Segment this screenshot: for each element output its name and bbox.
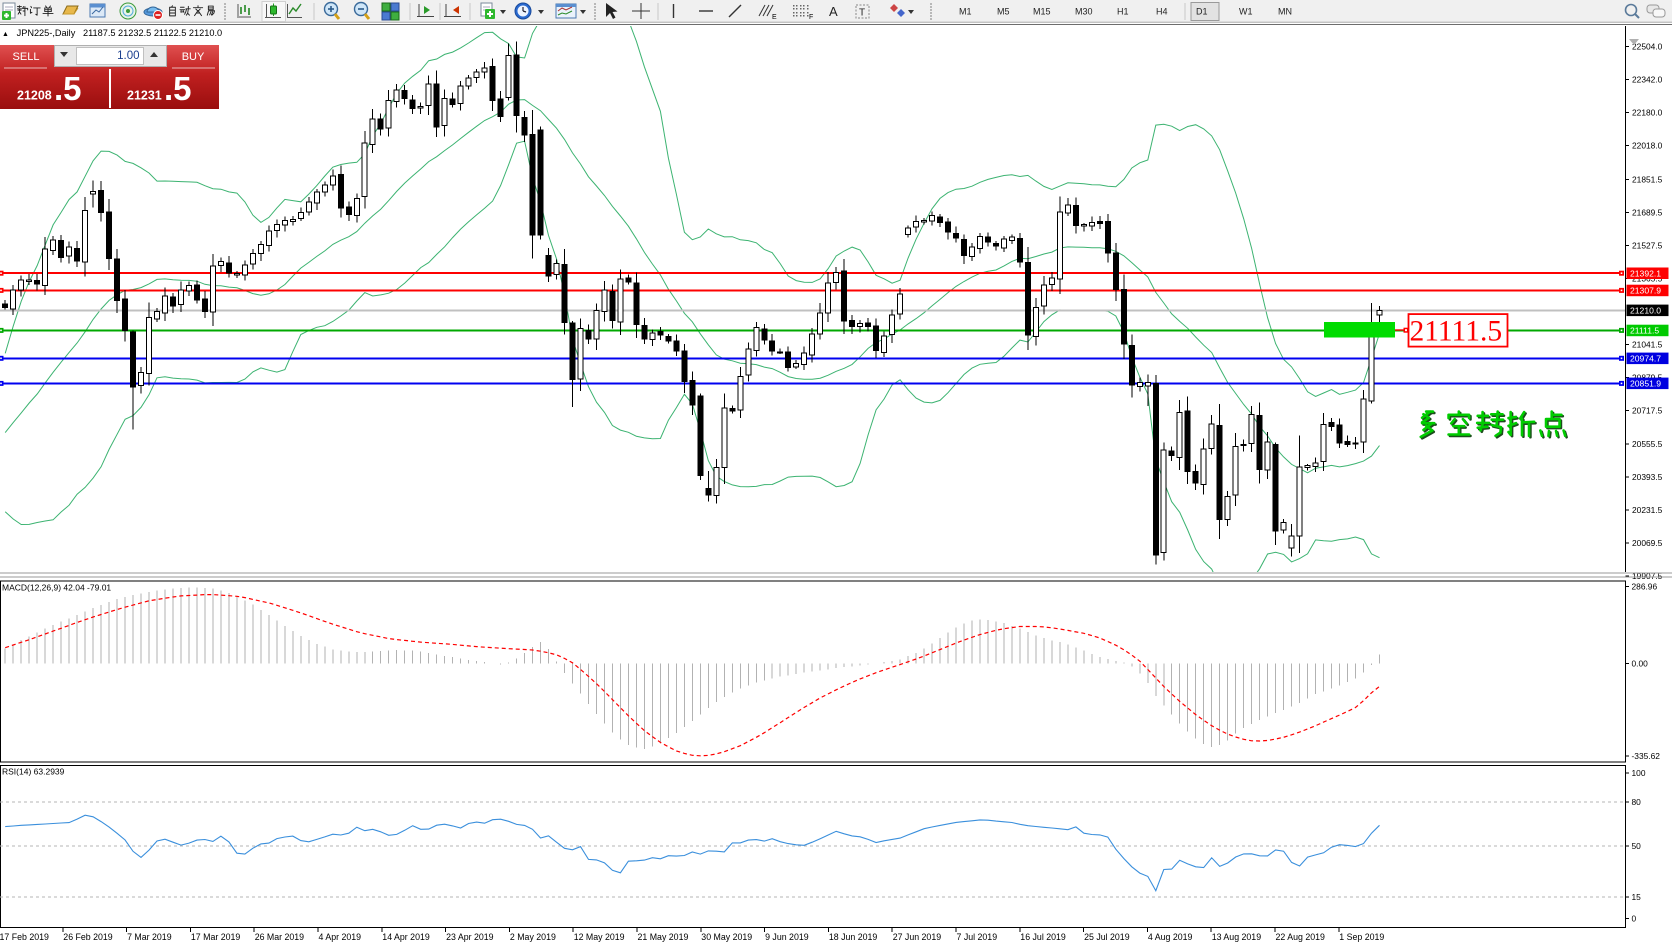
- svg-text:23 Apr 2019: 23 Apr 2019: [446, 932, 494, 942]
- svg-text:14 Apr 2019: 14 Apr 2019: [382, 932, 430, 942]
- svg-text:-335.62: -335.62: [1632, 751, 1661, 761]
- svg-text:9 Jun 2019: 9 Jun 2019: [765, 932, 809, 942]
- svg-text:16 Jul 2019: 16 Jul 2019: [1020, 932, 1066, 942]
- svg-text:0: 0: [1632, 914, 1637, 924]
- svg-text:2 May 2019: 2 May 2019: [510, 932, 556, 942]
- svg-text:13 Aug 2019: 13 Aug 2019: [1212, 932, 1262, 942]
- svg-text:30 May 2019: 30 May 2019: [701, 932, 752, 942]
- svg-text:20069.5: 20069.5: [1632, 538, 1663, 548]
- svg-text:21392.1: 21392.1: [1630, 268, 1661, 278]
- svg-text:100: 100: [1632, 768, 1646, 778]
- svg-text:18 Jun 2019: 18 Jun 2019: [829, 932, 878, 942]
- svg-text:21 May 2019: 21 May 2019: [638, 932, 689, 942]
- svg-text:MACD(12,26,9) 42.04 -79.01: MACD(12,26,9) 42.04 -79.01: [2, 583, 111, 593]
- svg-text:80: 80: [1632, 797, 1642, 807]
- svg-text:26 Mar 2019: 26 Mar 2019: [255, 932, 304, 942]
- svg-text:20393.5: 20393.5: [1632, 472, 1663, 482]
- svg-text:M15: M15: [1033, 7, 1051, 17]
- svg-text:19907.5: 19907.5: [1632, 571, 1663, 581]
- svg-text:15: 15: [1632, 892, 1642, 902]
- svg-text:21307.9: 21307.9: [1630, 286, 1661, 296]
- svg-text:.5: .5: [54, 70, 82, 107]
- svg-text:22 Aug 2019: 22 Aug 2019: [1276, 932, 1326, 942]
- svg-text:4 Apr 2019: 4 Apr 2019: [319, 932, 362, 942]
- svg-text:21231: 21231: [127, 89, 162, 103]
- svg-text:21851.5: 21851.5: [1632, 175, 1663, 185]
- svg-text:22504.0: 22504.0: [1632, 42, 1663, 52]
- svg-text:F: F: [809, 14, 813, 21]
- svg-text:M1: M1: [959, 7, 972, 17]
- svg-text:22342.0: 22342.0: [1632, 75, 1663, 85]
- svg-text:27 Jun 2019: 27 Jun 2019: [893, 932, 942, 942]
- svg-text:20231.5: 20231.5: [1632, 505, 1663, 515]
- svg-text:D1: D1: [1196, 7, 1208, 17]
- svg-text:25 Jul 2019: 25 Jul 2019: [1084, 932, 1130, 942]
- svg-text:W1: W1: [1239, 7, 1253, 17]
- svg-text:21210.0: 21210.0: [1630, 306, 1661, 316]
- svg-text:20555.5: 20555.5: [1632, 439, 1663, 449]
- svg-text:BUY: BUY: [182, 51, 205, 63]
- svg-text:20851.9: 20851.9: [1630, 379, 1661, 389]
- svg-text:0.00: 0.00: [1632, 659, 1649, 669]
- svg-text:21111.5: 21111.5: [1410, 316, 1503, 348]
- svg-text:22180.0: 22180.0: [1632, 108, 1663, 118]
- svg-text:1 Sep 2019: 1 Sep 2019: [1339, 932, 1384, 942]
- svg-text:22018.0: 22018.0: [1632, 141, 1663, 151]
- svg-text:20974.7: 20974.7: [1630, 354, 1661, 364]
- svg-text:21111.5: 21111.5: [1630, 326, 1659, 336]
- svg-text:21208: 21208: [17, 89, 52, 103]
- svg-text:21689.5: 21689.5: [1632, 208, 1663, 218]
- svg-text:50: 50: [1632, 841, 1642, 851]
- svg-text:17 Feb 2019: 17 Feb 2019: [0, 932, 49, 942]
- svg-text:17 Mar 2019: 17 Mar 2019: [191, 932, 240, 942]
- svg-text:.5: .5: [164, 70, 192, 107]
- svg-text:H4: H4: [1156, 7, 1168, 17]
- svg-text:M30: M30: [1075, 7, 1093, 17]
- svg-text:T: T: [859, 8, 865, 19]
- svg-text:21041.5: 21041.5: [1632, 340, 1663, 350]
- svg-text:12 May 2019: 12 May 2019: [574, 932, 625, 942]
- svg-text:SELL: SELL: [13, 51, 40, 63]
- svg-text:H1: H1: [1117, 7, 1129, 17]
- svg-text:RSI(14) 63.2939: RSI(14) 63.2939: [2, 767, 65, 777]
- svg-text:20717.5: 20717.5: [1632, 406, 1663, 416]
- svg-text:21527.5: 21527.5: [1632, 241, 1663, 251]
- svg-text:26 Feb 2019: 26 Feb 2019: [63, 932, 113, 942]
- svg-text:286.96: 286.96: [1632, 582, 1658, 592]
- svg-text:A: A: [829, 4, 838, 19]
- svg-text:E: E: [772, 14, 777, 21]
- svg-text:4 Aug 2019: 4 Aug 2019: [1148, 932, 1193, 942]
- svg-text:MN: MN: [1278, 7, 1292, 17]
- svg-text:7 Jul 2019: 7 Jul 2019: [957, 932, 998, 942]
- svg-text:M5: M5: [997, 7, 1010, 17]
- svg-text:7 Mar 2019: 7 Mar 2019: [127, 932, 172, 942]
